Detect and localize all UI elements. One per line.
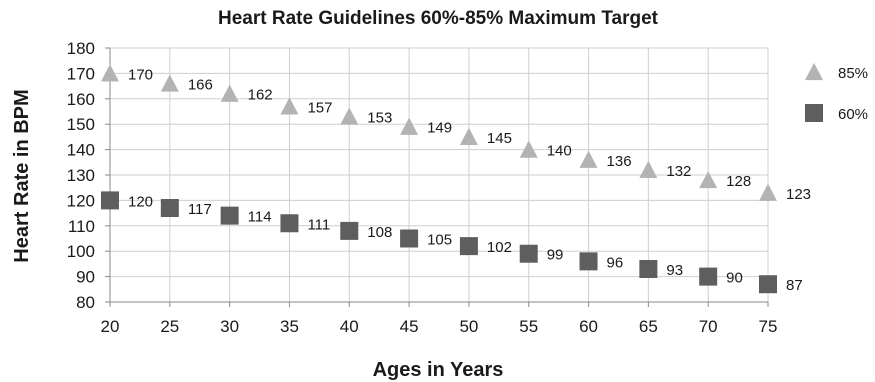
- y-tick-label: 90: [76, 268, 95, 287]
- data-label: 111: [307, 216, 330, 233]
- y-tick-label: 100: [67, 242, 95, 261]
- x-tick-label: 25: [160, 317, 179, 336]
- point-85-percent: [759, 183, 777, 201]
- x-tick-label: 65: [639, 317, 658, 336]
- point-85-percent: [340, 107, 359, 125]
- axes: [105, 47, 769, 307]
- point-60-percent: [519, 244, 538, 263]
- data-label: 140: [547, 143, 572, 160]
- data-label: 114: [248, 209, 272, 226]
- point-85-percent: [400, 117, 419, 135]
- y-tick-label: 180: [67, 39, 95, 58]
- point-60-percent: [340, 221, 359, 240]
- y-tick-label: 120: [67, 191, 95, 210]
- data-label: 99: [547, 247, 564, 264]
- y-tick-label: 150: [67, 115, 95, 134]
- point-60-percent: [579, 252, 598, 271]
- point-85-percent: [101, 64, 119, 82]
- y-tick-label: 160: [67, 90, 95, 109]
- point-60-percent: [280, 214, 299, 233]
- data-label: 105: [427, 232, 452, 249]
- legend-label: 85%: [838, 65, 868, 82]
- data-label: 170: [128, 66, 153, 83]
- legend-marker-60-percent: [805, 104, 823, 122]
- point-85-percent: [579, 150, 598, 168]
- x-tick-label: 60: [579, 317, 598, 336]
- point-60-percent: [160, 199, 179, 218]
- data-label: 166: [188, 77, 213, 94]
- x-tick-label: 45: [400, 317, 419, 336]
- data-labels: 170 166 162 157 153 149 145 140 136 132 128 123 120 1…: [128, 66, 811, 294]
- y-tick-label: 170: [67, 64, 95, 83]
- x-axis-title: Ages in Years: [373, 359, 504, 381]
- data-label: 153: [367, 110, 392, 127]
- data-label: 117: [188, 201, 212, 218]
- point-60-percent: [101, 191, 119, 210]
- y-tick-labels: 80 90 100 110 120 130 140 150 160 170 180: [67, 39, 95, 312]
- data-label: 87: [786, 277, 803, 294]
- data-label: 162: [248, 87, 273, 104]
- data-label: 102: [487, 239, 512, 256]
- data-label: 120: [128, 193, 153, 210]
- x-tick-label: 35: [280, 317, 299, 336]
- x-tick-label: 70: [699, 317, 718, 336]
- data-label: 145: [487, 130, 512, 147]
- point-85-percent: [280, 97, 299, 115]
- x-tick-label: 30: [220, 317, 239, 336]
- point-85-percent: [699, 170, 718, 189]
- y-tick-label: 80: [76, 293, 95, 312]
- data-label: 123: [786, 186, 811, 203]
- y-tick-label: 130: [67, 166, 95, 185]
- chart-title: Heart Rate Guidelines 60%-85% Maximum Ta…: [218, 8, 659, 29]
- series-points: [101, 64, 777, 294]
- point-60-percent: [459, 237, 478, 256]
- point-60-percent: [759, 275, 777, 294]
- legend-marker-85-percent: [805, 62, 823, 81]
- data-label: 136: [607, 153, 632, 170]
- data-label: 128: [726, 173, 751, 190]
- point-85-percent: [220, 84, 239, 102]
- point-85-percent: [459, 127, 478, 145]
- y-axis-title: Heart Rate in BPM: [11, 89, 33, 262]
- x-tick-label: 40: [340, 317, 359, 336]
- data-label: 108: [367, 224, 392, 241]
- point-85-percent: [639, 160, 658, 179]
- data-label: 132: [666, 163, 691, 180]
- legend: 85% 60%: [805, 62, 868, 123]
- x-tick-label: 55: [519, 317, 538, 336]
- data-label: 149: [427, 120, 452, 137]
- legend-label: 60%: [838, 106, 868, 123]
- data-label: 96: [607, 254, 624, 271]
- point-60-percent: [699, 267, 718, 286]
- data-label: 90: [726, 270, 743, 287]
- point-60-percent: [220, 206, 239, 225]
- x-tick-labels: 20 25 30 35 40 45 50 55 60 65 70 75: [101, 317, 778, 336]
- data-label: 93: [666, 262, 683, 279]
- point-60-percent: [400, 229, 419, 248]
- point-60-percent: [639, 259, 658, 278]
- point-85-percent: [160, 74, 179, 92]
- y-tick-label: 140: [67, 141, 95, 160]
- data-label: 157: [307, 99, 332, 116]
- x-tick-label: 50: [459, 317, 478, 336]
- y-tick-label: 110: [68, 217, 95, 236]
- x-tick-label: 75: [759, 317, 778, 336]
- x-tick-label: 20: [101, 317, 120, 336]
- point-85-percent: [519, 140, 538, 158]
